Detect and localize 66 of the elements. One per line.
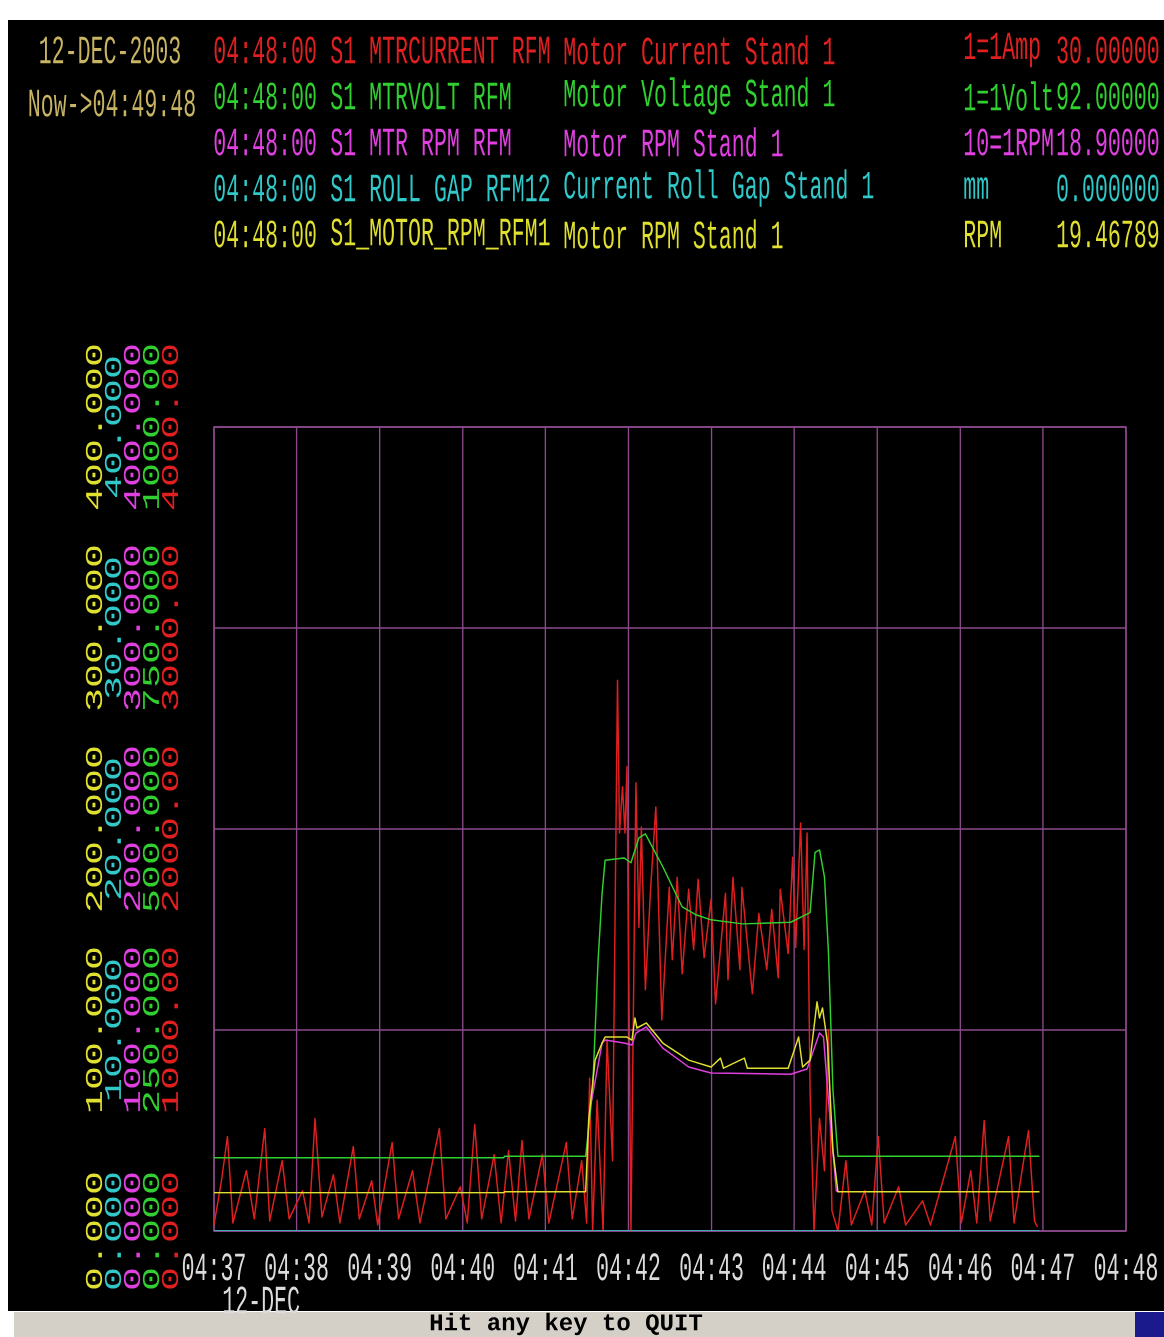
text: 40.000 <box>104 357 122 497</box>
text: S1 MTRCURRENT RFM <box>331 36 550 64</box>
text: 100.000 <box>85 948 103 1112</box>
text: Motor RPM Stand 1 <box>564 127 783 157</box>
x-tick-label: 04:40 <box>431 1253 494 1281</box>
text: 20.000 <box>104 759 122 899</box>
x-tick-label: 04:39 <box>348 1253 411 1281</box>
line-series <box>590 1026 838 1193</box>
y-tick-label: 3000.00 <box>161 546 179 710</box>
text: 12-DEC <box>223 1286 300 1314</box>
x-tick-label: 04:43 <box>680 1253 743 1281</box>
x-tick-label: 04:38 <box>265 1253 328 1281</box>
text: 400.000 <box>85 345 103 510</box>
text: 10.000 <box>104 960 122 1100</box>
text: 10=1RPM <box>964 128 1053 156</box>
x-tick-label: 04:42 <box>597 1253 660 1281</box>
text: Current Roll Gap Stand 1 <box>564 169 874 207</box>
line-series <box>214 1001 1041 1194</box>
line-series <box>214 833 1041 1159</box>
text: 04:48:00 <box>214 82 316 110</box>
text: 92.00000 <box>1057 82 1159 110</box>
line-series <box>214 679 1039 1231</box>
text: 1=1Amp <box>964 32 1040 68</box>
y3-tick-label: 100.000 <box>123 948 141 1112</box>
x-tick-label: 04:45 <box>846 1253 909 1281</box>
x-tick-label: 04:46 <box>929 1253 992 1281</box>
text: RPM <box>964 220 1001 248</box>
x-tick-label: 04:44 <box>763 1253 826 1281</box>
text: Motor Voltage Stand 1 <box>564 77 835 115</box>
text: mm <box>964 177 989 199</box>
text: 30.000 <box>104 558 122 698</box>
y2-tick-label: 500.000 <box>142 747 160 911</box>
text: 200.000 <box>85 747 103 911</box>
y-tick-label: 4000.00 <box>161 345 179 510</box>
text: 1=1Volt <box>964 81 1052 111</box>
text: 04:48:00 <box>214 220 316 248</box>
text: 04:48:00 <box>214 36 316 64</box>
text: S1 MTR RPM RFM <box>331 128 511 156</box>
y3-tick-label: 200.000 <box>123 747 141 911</box>
text: 30.00000 <box>1057 36 1159 64</box>
y3-tick-label: 300.000 <box>123 546 141 710</box>
text: 18.90000 <box>1057 128 1159 156</box>
text: 300.000 <box>85 546 103 710</box>
y-tick-label: 2000.00 <box>161 747 179 911</box>
text: 0.000000 <box>1057 174 1159 202</box>
x-tick-label: 04:47 <box>1011 1253 1074 1281</box>
x-tick-label: 04:41 <box>514 1253 577 1281</box>
text: Motor RPM Stand 1 <box>564 219 783 249</box>
text: S1 MTRVOLT RFM <box>331 82 511 110</box>
text: Motor Current Stand 1 <box>564 35 835 65</box>
text: 0.000 <box>85 1173 103 1289</box>
text: Hit any key to QUIT <box>430 1312 703 1336</box>
text: 19.46789 <box>1057 220 1159 248</box>
text: S1_MOTOR_RPM_RFM1 <box>331 218 550 250</box>
text: S1 ROLL GAP RFM12 <box>331 174 550 202</box>
x-tick-label: 04:37 <box>182 1253 245 1281</box>
y2-tick-label: 250.000 <box>142 948 160 1112</box>
text: 04:48:00 <box>214 128 316 156</box>
text: Now->04:49:48 <box>29 89 195 117</box>
text: 12-DEC-2003 <box>40 36 180 64</box>
text: 04:48:00 <box>214 174 316 202</box>
y2-tick-label: 750.000 <box>142 546 160 709</box>
y3-tick-label: 400.000 <box>123 345 141 510</box>
y-tick-label: 1000.00 <box>161 948 179 1112</box>
y-tick-label: 0.000 <box>161 1173 179 1289</box>
x-tick-label: 04:48 <box>1094 1253 1157 1281</box>
